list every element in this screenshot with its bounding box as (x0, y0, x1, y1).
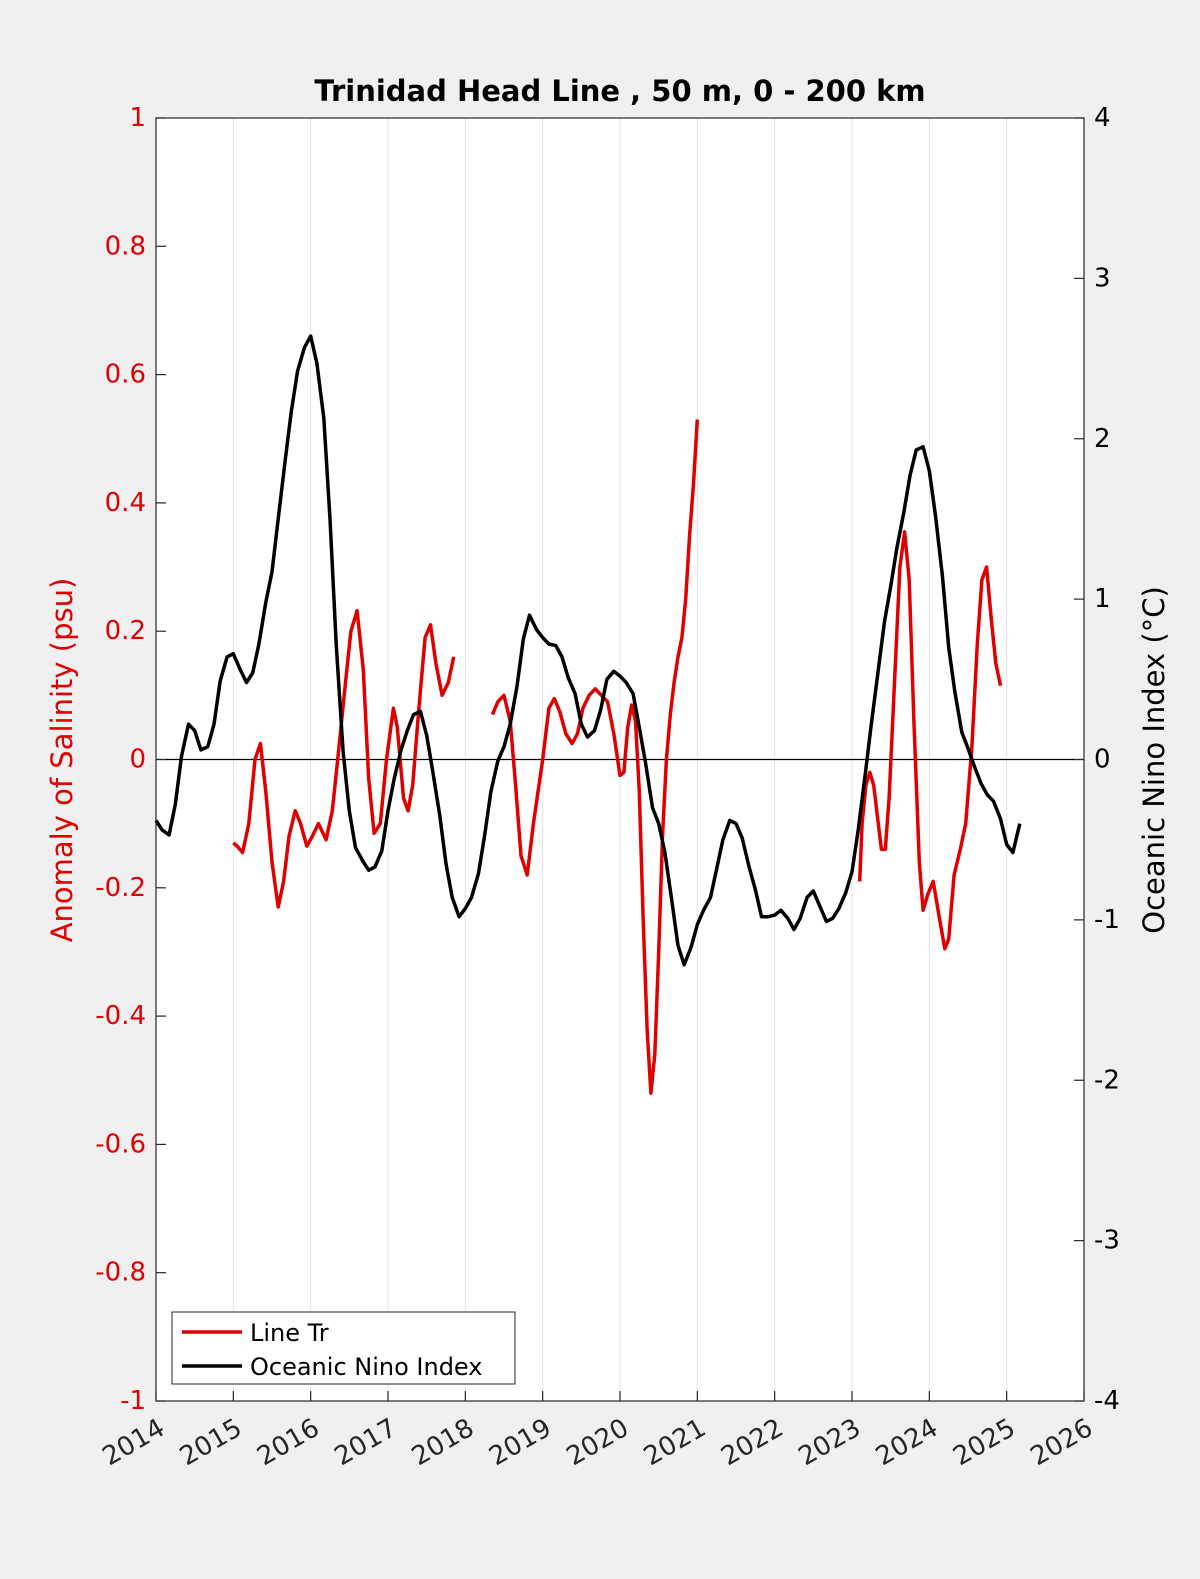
y-left-tick-label: 0.4 (105, 488, 146, 518)
y-left-tick-label: 0.6 (105, 360, 146, 390)
y-right-tick-label: 3 (1094, 263, 1111, 293)
y-right-tick-label: -2 (1094, 1065, 1120, 1095)
y-left-tick-label: 0.8 (105, 231, 146, 261)
y-right-tick-label: 1 (1094, 584, 1111, 614)
y-right-tick-label: 0 (1094, 745, 1111, 775)
y-right-tick-label: -3 (1094, 1226, 1120, 1256)
y-right-tick-label: -4 (1094, 1386, 1120, 1416)
series-line-oni-segment-0 (154, 334, 1022, 967)
y-left-tick-label: 1 (129, 103, 146, 133)
y-left-tick-label: 0 (129, 745, 146, 775)
legend-box (171, 1311, 516, 1385)
legend-label-line-tr: Line Tr (250, 1319, 329, 1347)
y-left-tick-label: -0.2 (95, 873, 146, 903)
series-line-line-tr-segment-1 (490, 419, 700, 1095)
series-line-line-tr-segment-0 (232, 608, 456, 909)
y-axis-left-label: Anomaly of Salinity (psu) (45, 578, 79, 943)
y-right-tick-label: 2 (1094, 424, 1111, 454)
series-line-line-tr-segment-2 (857, 530, 1003, 951)
y-axis-right-label: Oceanic Nino Index (°C) (1137, 586, 1171, 934)
y-right-tick-label: -1 (1094, 905, 1120, 935)
y-left-tick-label: -0.4 (95, 1001, 146, 1031)
legend: Line Tr Oceanic Nino Index (171, 1311, 516, 1385)
chart-title: Trinidad Head Line , 50 m, 0 - 200 km (314, 74, 925, 108)
y-left-tick-label: 0.2 (105, 616, 146, 646)
legend-label-oni: Oceanic Nino Index (250, 1353, 482, 1381)
y-left-tick-label: -0.6 (95, 1129, 146, 1159)
y-right-tick-label: 4 (1094, 103, 1111, 133)
y-left-tick-label: -1 (120, 1386, 146, 1416)
series-layer (154, 334, 1022, 1095)
y-left-tick-label: -0.8 (95, 1258, 146, 1288)
